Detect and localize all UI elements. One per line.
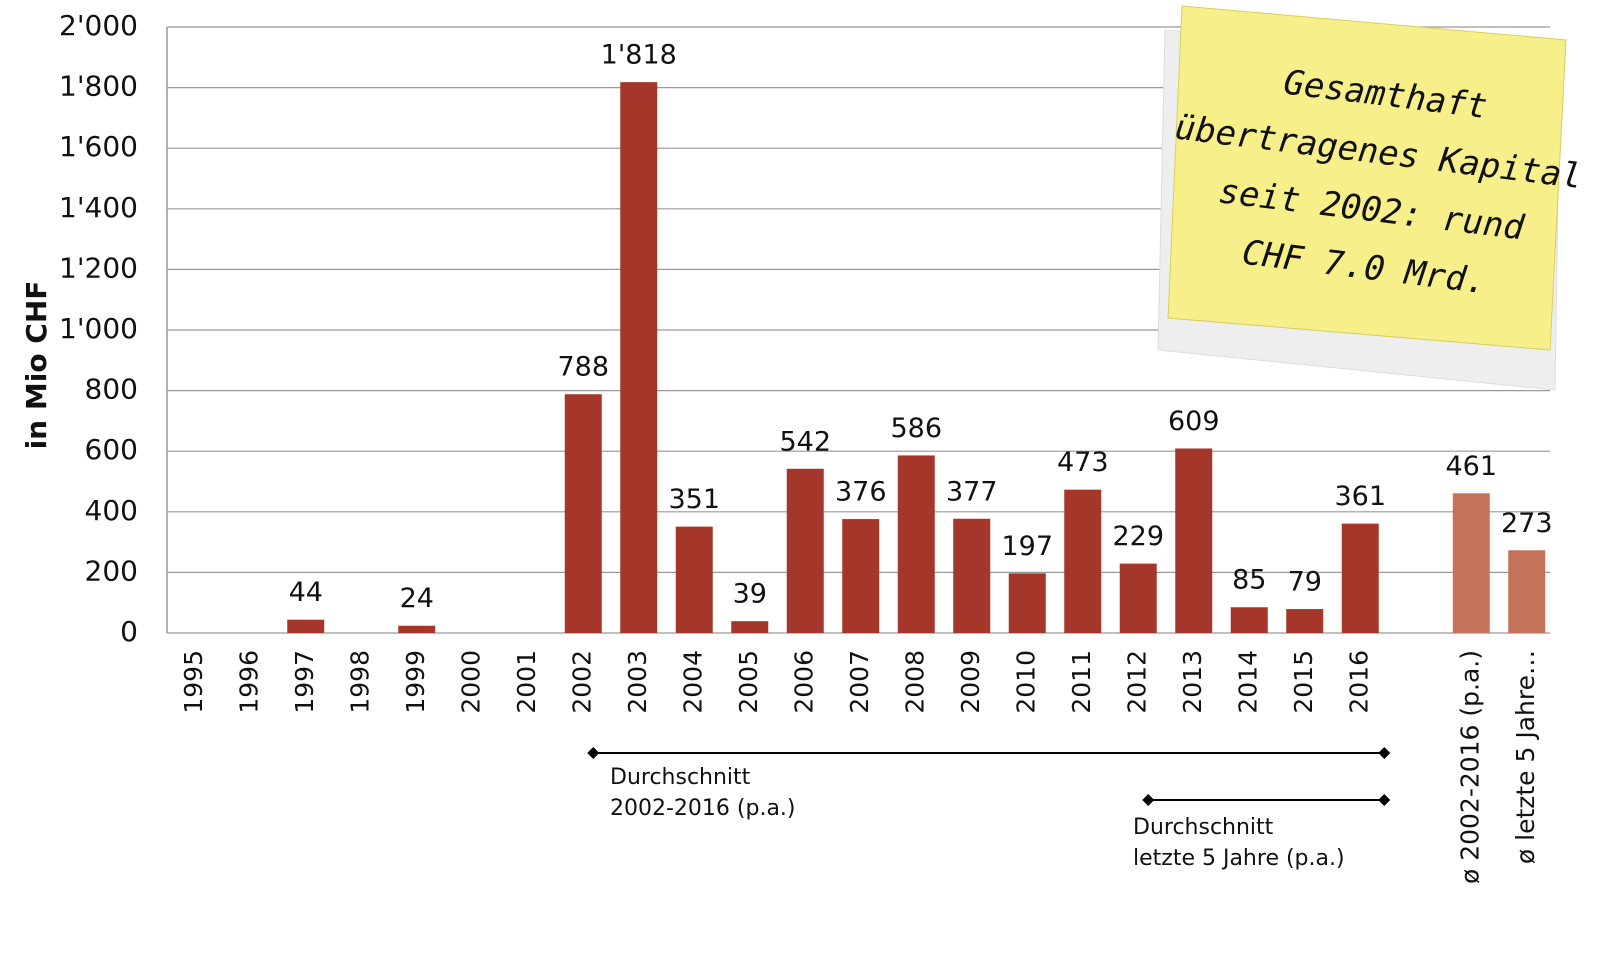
x-tick-label: 2008 [900, 650, 929, 714]
x-tick-label: 2016 [1344, 650, 1373, 714]
annotation: Durchschnitt [1133, 815, 1274, 840]
value-label: 377 [946, 476, 998, 507]
value-label: 39 [733, 579, 767, 610]
bar [398, 625, 436, 633]
annotation: 2002-2016 (p.a.) [610, 796, 796, 821]
bracket-end [587, 747, 600, 759]
bracket-end [1378, 747, 1391, 759]
x-tick-label: 2014 [1233, 650, 1262, 714]
x-tick-label: 2013 [1178, 650, 1207, 714]
bar [1452, 493, 1490, 633]
bar [1175, 448, 1213, 633]
x-tick-label: 2001 [512, 650, 541, 714]
value-label: 376 [835, 477, 887, 508]
bracket-end [1378, 794, 1391, 806]
x-tick-label: 2010 [1011, 650, 1040, 714]
value-label: 229 [1112, 521, 1164, 552]
y-tick-label: 600 [85, 433, 138, 466]
y-tick-label: 0 [120, 615, 138, 648]
value-label: 788 [557, 352, 609, 383]
x-tick-label: 2003 [623, 650, 652, 714]
y-tick-label: 2'000 [59, 9, 138, 42]
x-tick-label: ø 2002-2016 (p.a.) [1455, 650, 1484, 884]
x-tick-label: 2006 [789, 650, 818, 714]
bar [1341, 523, 1379, 633]
value-label: 609 [1168, 406, 1220, 437]
x-tick-label: 1995 [179, 650, 208, 714]
y-tick-label: 1'000 [59, 312, 138, 345]
x-tick-label: 1998 [345, 650, 374, 714]
y-tick-label: 400 [85, 494, 138, 527]
x-tick-label: 2005 [734, 650, 763, 714]
value-label: 586 [890, 413, 942, 444]
annotation: letzte 5 Jahre (p.a.) [1133, 846, 1345, 871]
value-label: 461 [1445, 451, 1497, 482]
bar [842, 519, 880, 633]
annotation: Durchschnitt [610, 765, 751, 790]
value-label: 85 [1232, 565, 1266, 596]
bar [1008, 573, 1046, 633]
value-label: 1'818 [601, 40, 677, 71]
note-paper [1167, 5, 1567, 351]
bar [1230, 607, 1268, 633]
bar [564, 394, 602, 633]
value-label: 351 [668, 484, 720, 515]
bracket-end [1142, 794, 1155, 806]
value-label: 24 [400, 583, 434, 614]
value-label: 473 [1057, 447, 1109, 478]
x-tick-label: 2004 [678, 650, 707, 714]
value-label: 44 [289, 577, 323, 608]
value-label: 197 [1001, 531, 1053, 562]
bar [897, 455, 935, 633]
y-tick-label: 1'200 [59, 251, 138, 284]
x-tick-label: 2011 [1067, 650, 1096, 714]
bar [731, 621, 769, 633]
x-tick-label: 2012 [1122, 650, 1151, 714]
x-tick-label: 2015 [1289, 650, 1318, 714]
value-label: 79 [1288, 567, 1322, 598]
y-axis-label: in Mio CHF [20, 281, 53, 450]
x-tick-label: 1997 [290, 650, 319, 714]
bar [1286, 609, 1324, 633]
x-tick-label: 2002 [567, 650, 596, 714]
bar [287, 619, 325, 633]
value-label: 361 [1334, 481, 1386, 512]
bar [675, 526, 713, 633]
x-tick-label: 2007 [845, 650, 874, 714]
sticky-note [1157, 5, 1567, 391]
x-tick-label: 2000 [456, 650, 485, 714]
bar [620, 82, 658, 633]
x-tick-label: ø letzte 5 Jahre… [1511, 650, 1540, 864]
y-tick-label: 800 [85, 373, 138, 406]
bar [953, 518, 991, 633]
y-tick-label: 1'600 [59, 130, 138, 163]
bar [786, 468, 824, 633]
x-tick-label: 1996 [234, 650, 263, 714]
bar [1064, 489, 1102, 633]
y-tick-label: 1'800 [59, 70, 138, 103]
bar [1119, 563, 1157, 633]
x-tick-label: 1999 [401, 650, 430, 714]
bar [1508, 550, 1546, 633]
value-label: 542 [779, 426, 831, 457]
value-label: 273 [1501, 508, 1553, 539]
y-tick-label: 200 [85, 554, 138, 587]
x-tick-label: 2009 [956, 650, 985, 714]
y-tick-label: 1'400 [59, 191, 138, 224]
